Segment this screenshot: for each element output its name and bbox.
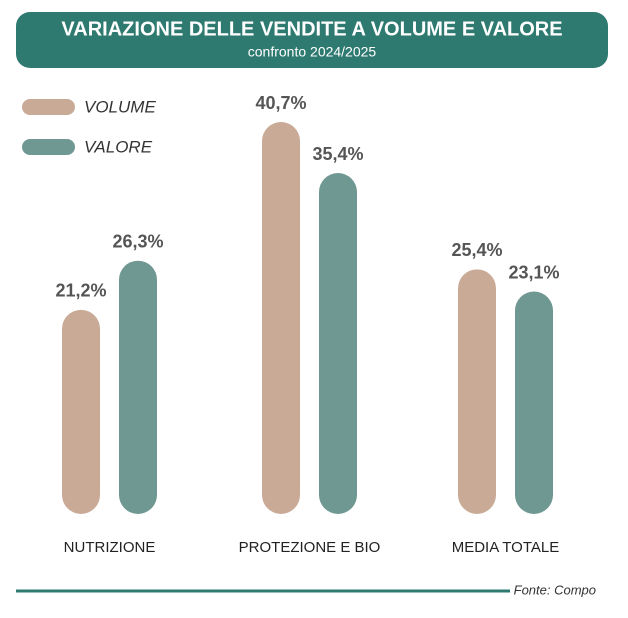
bar <box>262 122 300 514</box>
bar <box>458 269 496 514</box>
bar <box>319 173 357 514</box>
value-label: 40,7% <box>255 93 306 113</box>
chart-title: VARIAZIONE DELLE VENDITE A VOLUME E VALO… <box>61 18 562 40</box>
source: Fonte: Compo <box>514 582 596 597</box>
value-label: 21,2% <box>55 281 106 301</box>
value-label: 26,3% <box>112 231 163 251</box>
value-label: 23,1% <box>508 262 559 282</box>
legend-swatch <box>22 99 75 115</box>
x-tick-label: MEDIA TOTALE <box>452 539 560 556</box>
value-label: 25,4% <box>451 240 502 260</box>
legend-label: VOLUME <box>84 97 156 116</box>
value-label: 35,4% <box>312 144 363 164</box>
bar <box>62 309 100 514</box>
bar <box>119 260 157 514</box>
legend-label: VALORE <box>84 137 153 156</box>
x-tick-label: NUTRIZIONE <box>64 539 156 556</box>
chart-subtitle: confronto 2024/2025 <box>248 44 377 60</box>
x-tick-label: PROTEZIONE E BIO <box>239 539 381 556</box>
legend-swatch <box>22 139 75 155</box>
bar <box>515 291 553 514</box>
header-band <box>16 12 608 68</box>
